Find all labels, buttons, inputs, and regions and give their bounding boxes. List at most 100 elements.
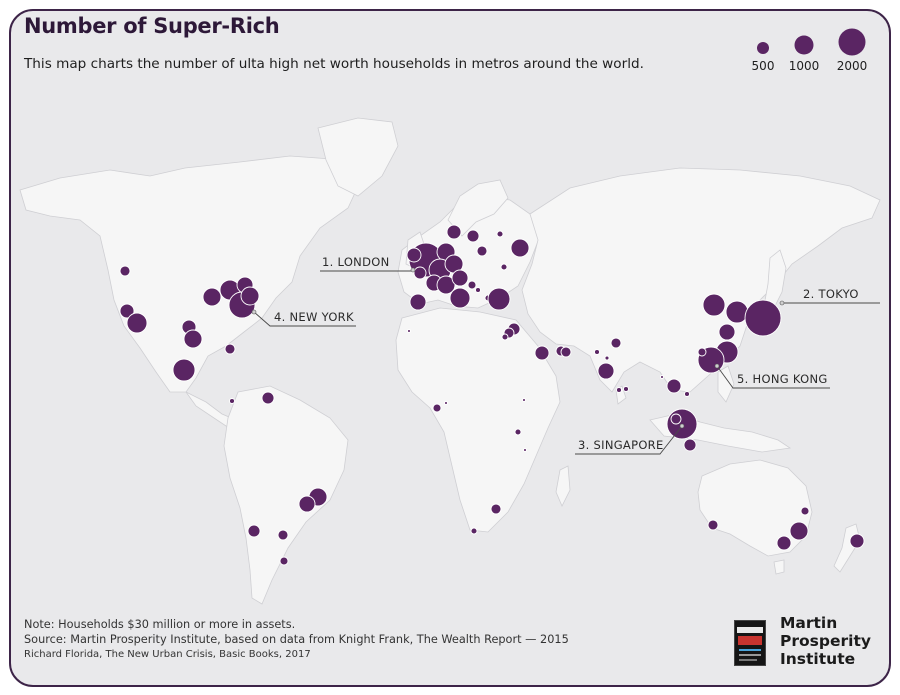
city-bubble bbox=[501, 333, 509, 341]
city-bubble bbox=[229, 398, 235, 404]
callout-line-new-york bbox=[253, 311, 356, 327]
legend-bubble-2000 bbox=[838, 28, 866, 56]
city-bubble bbox=[849, 533, 865, 549]
note-text: Note: Households $30 million or more in … bbox=[24, 618, 296, 631]
city-bubble bbox=[487, 287, 511, 311]
city-bubble bbox=[702, 293, 726, 317]
city-bubble bbox=[183, 329, 203, 349]
city-bubble bbox=[449, 287, 471, 309]
land-philippines bbox=[717, 365, 735, 403]
callout-new-york: 4. NEW YORK bbox=[274, 310, 354, 324]
city-bubble bbox=[490, 503, 502, 515]
city-bubble bbox=[240, 286, 260, 306]
city-bubble bbox=[476, 245, 488, 257]
city-bubble bbox=[279, 556, 289, 566]
city-bubble bbox=[510, 238, 530, 258]
city-bubble bbox=[224, 343, 236, 355]
callout-tokyo: 2. TOKYO bbox=[803, 287, 859, 301]
logo-wordmark: Martin Prosperity Institute bbox=[780, 614, 871, 668]
callout-lines bbox=[253, 270, 880, 455]
city-bubble bbox=[119, 265, 131, 277]
city-bubble bbox=[407, 329, 411, 333]
footnotes: Note: Households $30 million or more in … bbox=[24, 617, 569, 662]
city-bubble bbox=[406, 247, 422, 263]
land-south-america bbox=[223, 385, 349, 605]
legend-bubble-500 bbox=[757, 42, 769, 54]
callout-singapore: 3. SINGAPORE bbox=[578, 438, 664, 452]
land-masses bbox=[19, 117, 881, 605]
institute-logo: Martin Prosperity Institute bbox=[734, 610, 874, 672]
land-madagascar bbox=[555, 465, 571, 507]
city-bubble bbox=[616, 387, 622, 393]
city-bubble bbox=[666, 378, 682, 394]
city-bubble bbox=[432, 403, 442, 413]
logo-line-3: Institute bbox=[780, 650, 856, 668]
city-bubble bbox=[119, 303, 135, 319]
city-bubble bbox=[470, 527, 478, 535]
legend-label-500: 500 bbox=[752, 59, 775, 73]
city-bubble bbox=[202, 287, 222, 307]
city-bubble bbox=[707, 519, 719, 531]
callout-hong-kong: 5. HONG KONG bbox=[737, 372, 828, 386]
city-bubble bbox=[718, 323, 736, 341]
city-bubble bbox=[623, 386, 629, 392]
city-bubble bbox=[261, 391, 275, 405]
city-bubble bbox=[247, 524, 261, 538]
city-bubble bbox=[172, 358, 196, 382]
land-japan bbox=[763, 249, 787, 313]
land-australia bbox=[697, 459, 813, 557]
city-bubble bbox=[534, 345, 550, 361]
city-bubbles bbox=[119, 224, 865, 566]
book-cover-icon bbox=[734, 620, 766, 666]
city-bubble bbox=[500, 263, 508, 271]
land-africa bbox=[395, 307, 561, 533]
city-bubble bbox=[466, 229, 480, 243]
city-bubble bbox=[683, 438, 697, 452]
callout-line-hong-kong bbox=[716, 365, 830, 389]
city-bubble bbox=[800, 506, 810, 516]
city-bubble bbox=[560, 346, 572, 358]
land-scandinavia bbox=[447, 179, 509, 237]
city-bubble bbox=[467, 280, 477, 290]
city-bubble bbox=[409, 293, 427, 311]
city-bubble bbox=[594, 349, 600, 355]
legend-label-2000: 2000 bbox=[837, 59, 868, 73]
city-bubble bbox=[776, 535, 792, 551]
city-bubble bbox=[298, 495, 316, 513]
legend-label-1000: 1000 bbox=[789, 59, 820, 73]
city-bubble bbox=[684, 391, 690, 397]
land-north-america bbox=[19, 155, 361, 393]
city-bubble bbox=[610, 337, 622, 349]
source-text: Source: Martin Prosperity Institute, bas… bbox=[24, 633, 569, 646]
callout-dots bbox=[251, 267, 785, 429]
city-bubble bbox=[789, 521, 809, 541]
city-bubble bbox=[522, 398, 526, 402]
city-bubble bbox=[660, 375, 664, 379]
logo-line-1: Martin bbox=[780, 614, 838, 632]
city-bubble bbox=[475, 287, 481, 293]
page-subtitle: This map charts the number of ulta high … bbox=[24, 56, 644, 72]
callout-london: 1. LONDON bbox=[322, 255, 390, 269]
city-bubble bbox=[604, 355, 610, 361]
city-bubble bbox=[444, 401, 448, 405]
city-bubble bbox=[126, 312, 148, 334]
city-bubble bbox=[496, 230, 504, 238]
credit-text: Richard Florida, The New Urban Crisis, B… bbox=[24, 649, 311, 660]
land-greenland bbox=[317, 117, 399, 197]
city-bubble bbox=[744, 299, 782, 337]
page-title: Number of Super-Rich bbox=[24, 14, 280, 38]
city-bubble bbox=[597, 362, 615, 380]
city-bubble bbox=[446, 224, 462, 240]
city-bubble bbox=[413, 266, 427, 280]
city-bubble bbox=[277, 529, 289, 541]
land-tasmania bbox=[773, 559, 785, 575]
city-bubble bbox=[697, 347, 707, 357]
callout-line-singapore bbox=[575, 425, 683, 455]
city-bubble bbox=[436, 275, 456, 295]
city-bubble bbox=[514, 428, 522, 436]
logo-line-2: Prosperity bbox=[780, 632, 871, 650]
legend-bubble-1000 bbox=[794, 35, 814, 55]
city-bubble bbox=[523, 448, 527, 452]
city-bubble bbox=[670, 413, 682, 425]
